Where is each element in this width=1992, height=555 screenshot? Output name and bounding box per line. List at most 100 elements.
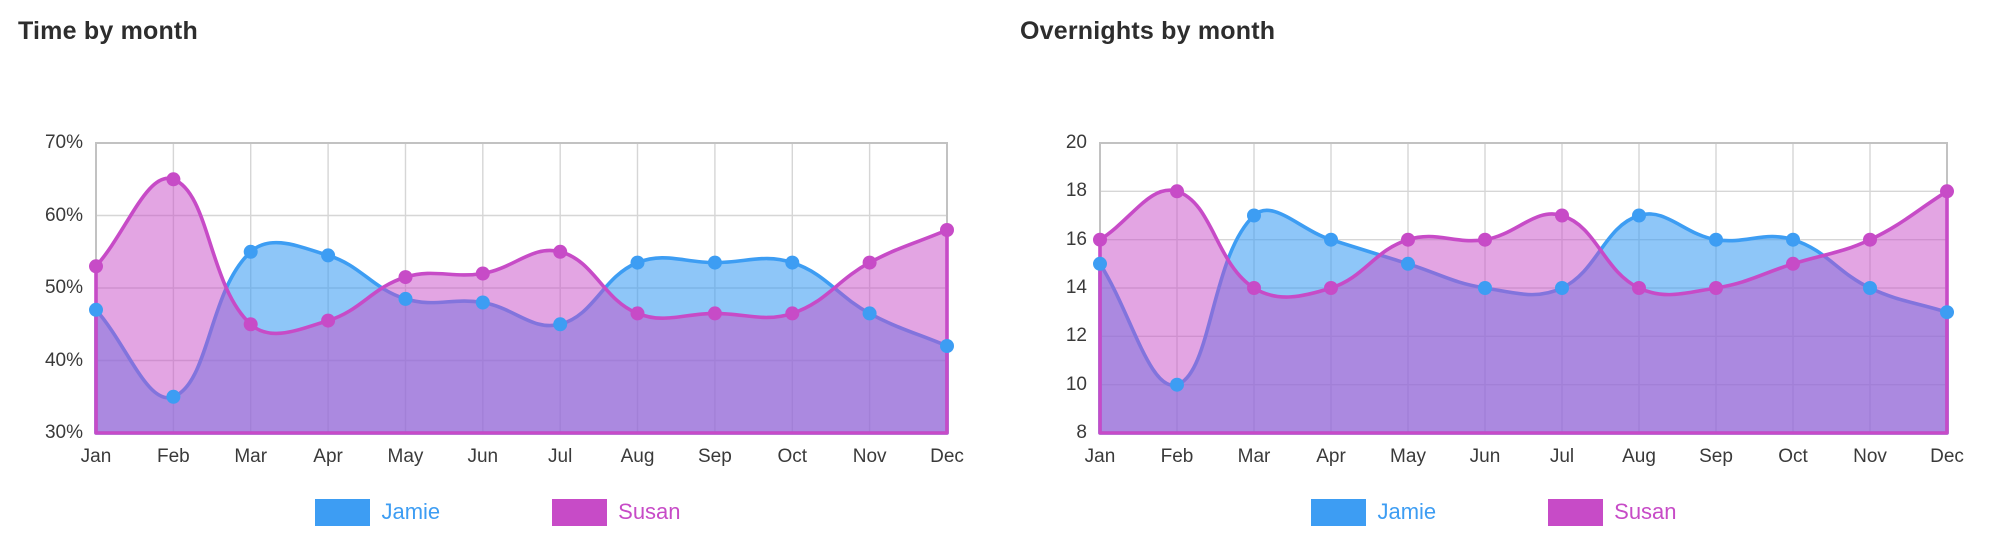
susan-point-Jun[interactable] [475, 266, 490, 281]
jamie-point-Jun[interactable] [1478, 281, 1492, 295]
y-tick-label: 14 [1065, 277, 1087, 298]
susan-point-Jul[interactable] [1555, 208, 1569, 223]
susan-point-Mar[interactable] [1247, 281, 1261, 295]
chart-title: Time by month [18, 17, 198, 45]
area-chart-plot [1093, 142, 1954, 435]
jamie-point-Jan[interactable] [89, 302, 103, 317]
chart-title: Overnights by month [1020, 17, 1276, 45]
x-tick-label: Dec [1930, 446, 1964, 467]
jamie-point-Nov[interactable] [1863, 281, 1877, 295]
x-tick-label: Jul [548, 446, 573, 467]
area-chart-plot [89, 142, 954, 435]
susan-point-May[interactable] [1401, 232, 1415, 247]
jamie-point-Feb[interactable] [166, 389, 181, 404]
susan-point-Sep[interactable] [1709, 281, 1723, 295]
x-tick-label: Aug [1622, 446, 1656, 467]
jamie-point-Jul[interactable] [1555, 281, 1569, 295]
jamie-point-Apr[interactable] [321, 248, 336, 263]
jamie-point-Sep[interactable] [1709, 232, 1723, 247]
susan-point-Sep[interactable] [707, 306, 722, 321]
jamie-point-Mar[interactable] [1247, 208, 1261, 223]
x-tick-label: May [1390, 446, 1426, 467]
jamie-point-Jul[interactable] [553, 317, 568, 332]
x-tick-label: Oct [1778, 446, 1808, 467]
susan-point-Mar[interactable] [243, 317, 258, 332]
susan-point-Jan[interactable] [89, 259, 103, 274]
legend-item-susan[interactable]: Susan [1548, 498, 1677, 526]
y-tick-label: 40% [44, 349, 83, 371]
jamie-point-Jun[interactable] [475, 295, 490, 310]
legend: Jamie Susan [0, 498, 996, 526]
susan-point-Feb[interactable] [166, 172, 181, 187]
overnights-by-month-chart: Overnights by month 8 10 12 14 16 18 20 Jan Feb… [996, 0, 1992, 555]
jamie-point-Feb[interactable] [1170, 377, 1184, 392]
susan-point-Dec[interactable] [940, 223, 954, 237]
susan-point-Jun[interactable] [1478, 232, 1492, 247]
y-tick-label: 8 [1076, 422, 1087, 443]
y-axis-labels: 8 10 12 14 16 18 20 [996, 0, 1087, 555]
jamie-point-Mar[interactable] [243, 244, 258, 259]
jamie-point-Oct[interactable] [785, 255, 800, 270]
susan-point-Oct[interactable] [785, 306, 800, 321]
susan-point-Jul[interactable] [553, 244, 568, 259]
susan-point-Apr[interactable] [321, 313, 336, 328]
x-tick-label: Nov [852, 446, 887, 467]
susan-point-Aug[interactable] [1632, 281, 1646, 295]
susan-area [1098, 188, 1949, 435]
susan-point-Apr[interactable] [1324, 281, 1338, 295]
y-tick-label: 20 [1065, 132, 1087, 153]
x-tick-label: Apr [313, 446, 343, 467]
x-tick-label: Jul [1549, 446, 1575, 467]
legend-label: Susan [618, 499, 681, 524]
susan-area [94, 176, 949, 435]
y-tick-label: 60% [44, 204, 83, 226]
legend-item-jamie[interactable]: Jamie [315, 498, 440, 526]
jamie-point-Apr[interactable] [1324, 232, 1338, 247]
jamie-point-Oct[interactable] [1786, 232, 1800, 247]
legend-label: Susan [1614, 499, 1677, 524]
jamie-point-Dec[interactable] [940, 339, 954, 353]
jamie-point-Aug[interactable] [1632, 208, 1646, 223]
y-axis-labels: 30% 40% 50% 60% 70% [0, 0, 83, 555]
jamie-point-Aug[interactable] [630, 255, 645, 270]
susan-point-Nov[interactable] [862, 255, 877, 270]
jamie-point-Dec[interactable] [1940, 305, 1954, 320]
y-tick-label: 16 [1065, 228, 1087, 250]
x-tick-label: May [387, 446, 424, 467]
y-tick-label: 18 [1065, 180, 1087, 202]
y-tick-label: 70% [44, 132, 83, 153]
y-tick-label: 10 [1065, 373, 1087, 395]
y-tick-label: 50% [44, 277, 83, 298]
x-tick-label: Apr [1316, 446, 1346, 467]
legend-item-susan[interactable]: Susan [552, 498, 681, 526]
y-tick-label: 30% [44, 422, 83, 443]
susan-point-Oct[interactable] [1786, 256, 1800, 271]
x-tick-label: Sep [698, 446, 732, 467]
susan-color-swatch [1548, 498, 1604, 526]
x-tick-label: Feb [1160, 446, 1194, 467]
x-tick-label: Sep [1699, 446, 1733, 467]
susan-point-Dec[interactable] [1940, 184, 1954, 199]
x-tick-label: Mar [234, 446, 268, 467]
susan-point-Nov[interactable] [1863, 232, 1877, 247]
jamie-point-May[interactable] [1401, 256, 1415, 271]
susan-point-May[interactable] [398, 270, 413, 285]
legend: Jamie Susan [996, 498, 1992, 526]
jamie-point-May[interactable] [398, 291, 413, 306]
jamie-point-Jan[interactable] [1093, 256, 1107, 271]
susan-color-swatch [552, 498, 608, 526]
x-tick-label: Nov [1853, 446, 1887, 467]
x-tick-label: Oct [777, 446, 808, 467]
susan-point-Aug[interactable] [630, 306, 645, 321]
jamie-color-swatch [1311, 498, 1367, 526]
jamie-point-Nov[interactable] [862, 306, 877, 321]
susan-point-Feb[interactable] [1170, 184, 1184, 199]
x-tick-label: Feb [156, 446, 190, 467]
x-tick-label: Jun [467, 446, 499, 467]
x-tick-label: Jun [1469, 446, 1501, 467]
x-tick-label: Mar [1237, 446, 1271, 467]
jamie-point-Sep[interactable] [707, 255, 722, 270]
legend-item-jamie[interactable]: Jamie [1311, 498, 1436, 526]
susan-point-Jan[interactable] [1093, 232, 1107, 247]
